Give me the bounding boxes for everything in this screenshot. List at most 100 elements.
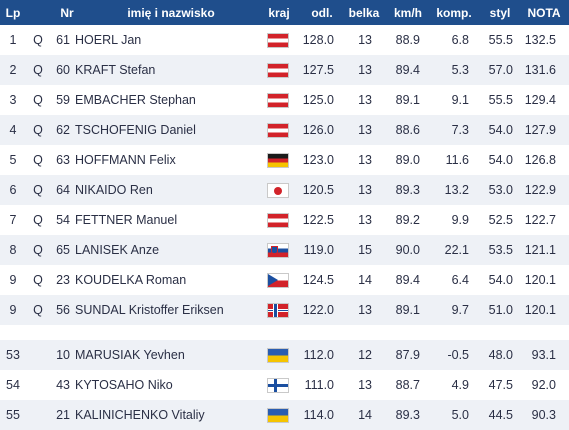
cell-distance: 114.0 xyxy=(303,408,334,422)
cell-country xyxy=(266,175,290,205)
cell-lp: 1 xyxy=(9,33,17,47)
cell-qualified: Q xyxy=(33,243,43,257)
cell-style: 44.5 xyxy=(488,408,513,422)
cell-comp: 6.8 xyxy=(451,33,469,47)
cell-country xyxy=(266,370,290,400)
cell-qualified: Q xyxy=(33,273,43,287)
cell-comp: 13.2 xyxy=(444,183,469,197)
cell-name: HOFFMANN Felix xyxy=(75,153,176,167)
header-speed: km/h xyxy=(393,5,422,20)
cell-country xyxy=(266,85,290,115)
cell-name: KRAFT Stefan xyxy=(75,63,156,77)
cell-speed: 89.3 xyxy=(395,408,420,422)
flag-aut-icon xyxy=(267,62,289,78)
cell-name: KOUDELKA Roman xyxy=(75,273,187,287)
cell-country xyxy=(266,145,290,175)
cell-name: FETTNER Manuel xyxy=(75,213,178,227)
cell-style: 54.0 xyxy=(488,123,513,137)
cell-style: 55.5 xyxy=(488,33,513,47)
cell-nr: 54 xyxy=(56,213,70,227)
cell-nr: 10 xyxy=(56,348,70,362)
cell-nota: 131.6 xyxy=(524,63,556,77)
cell-comp: 5.0 xyxy=(451,408,469,422)
cell-nota: 122.7 xyxy=(524,213,556,227)
flag-aut-icon xyxy=(267,212,289,228)
rows-top: 1 Q 61 HOERL Jan 128.0 13 88.9 6.8 55.5 … xyxy=(0,25,569,325)
flag-ger-icon xyxy=(267,152,289,168)
cell-gate: 13 xyxy=(358,303,372,317)
cell-qualified: Q xyxy=(33,123,43,137)
cell-lp: 6 xyxy=(9,183,17,197)
table-row: 3 Q 59 EMBACHER Stephan 125.0 13 89.1 9.… xyxy=(0,85,569,115)
cell-gate: 13 xyxy=(358,213,372,227)
cell-qualified: Q xyxy=(33,93,43,107)
cell-lp: 9 xyxy=(9,273,17,287)
cell-distance: 127.5 xyxy=(302,63,334,77)
cell-style: 47.5 xyxy=(488,378,513,392)
cell-qualified: Q xyxy=(33,63,43,77)
cell-name: SUNDAL Kristoffer Eriksen xyxy=(75,303,224,317)
cell-speed: 88.6 xyxy=(395,123,420,137)
cell-distance: 123.0 xyxy=(302,153,334,167)
flag-aut-icon xyxy=(267,32,289,48)
cell-nota: 127.9 xyxy=(524,123,556,137)
cell-nota: 126.8 xyxy=(524,153,556,167)
cell-lp: 8 xyxy=(9,243,17,257)
cell-lp: 53 xyxy=(6,348,20,362)
cell-gate: 13 xyxy=(358,378,372,392)
flag-nor-icon xyxy=(267,302,289,318)
table-row: 2 Q 60 KRAFT Stefan 127.5 13 89.4 5.3 57… xyxy=(0,55,569,85)
cell-lp: 54 xyxy=(6,378,20,392)
table-row: 9 Q 56 SUNDAL Kristoffer Eriksen 122.0 1… xyxy=(0,295,569,325)
cell-speed: 88.7 xyxy=(395,378,420,392)
table-row: 55 21 KALINICHENKO Vitaliy 114.0 14 89.3… xyxy=(0,400,569,430)
header-nr: Nr xyxy=(60,5,74,20)
cell-qualified xyxy=(26,370,50,400)
cell-speed: 90.0 xyxy=(395,243,420,257)
flag-aut-icon xyxy=(267,92,289,108)
cell-nota: 120.1 xyxy=(524,273,556,287)
table-row: 6 Q 64 NIKAIDO Ren 120.5 13 89.3 13.2 53… xyxy=(0,175,569,205)
cell-nota: 129.4 xyxy=(524,93,556,107)
cell-comp: 5.3 xyxy=(451,63,469,77)
table-row: 9 Q 23 KOUDELKA Roman 124.5 14 89.4 6.4 … xyxy=(0,265,569,295)
table-gap xyxy=(0,325,569,340)
cell-nr: 21 xyxy=(56,408,70,422)
header-distance: odl. xyxy=(311,5,333,20)
flag-slo-icon xyxy=(267,242,289,258)
cell-nota: 122.9 xyxy=(524,183,556,197)
header-nota: NOTA xyxy=(527,5,561,20)
cell-country xyxy=(266,205,290,235)
cell-comp: 9.1 xyxy=(451,93,469,107)
header-style: styl xyxy=(489,5,511,20)
cell-style: 53.0 xyxy=(488,183,513,197)
cell-country xyxy=(266,115,290,145)
cell-qualified: Q xyxy=(33,213,43,227)
cell-style: 48.0 xyxy=(488,348,513,362)
cell-style: 53.5 xyxy=(488,243,513,257)
table-row: 53 10 MARUSIAK Yevhen 112.0 12 87.9 -0.5… xyxy=(0,340,569,370)
cell-comp: 9.7 xyxy=(451,303,469,317)
cell-lp: 9 xyxy=(9,303,17,317)
cell-gate: 13 xyxy=(358,183,372,197)
table-row: 54 43 KYTOSAHO Niko 111.0 13 88.7 4.9 47… xyxy=(0,370,569,400)
cell-distance: 126.0 xyxy=(302,123,334,137)
cell-qualified: Q xyxy=(33,153,43,167)
cell-distance: 122.5 xyxy=(302,213,334,227)
header-name: imię i nazwisko xyxy=(127,5,215,20)
cell-style: 54.0 xyxy=(488,153,513,167)
header-gate: belka xyxy=(348,5,380,20)
cell-name: KYTOSAHO Niko xyxy=(75,378,173,392)
cell-comp: 7.3 xyxy=(451,123,469,137)
cell-lp: 55 xyxy=(6,408,20,422)
cell-name: TSCHOFENIG Daniel xyxy=(75,123,196,137)
cell-gate: 13 xyxy=(358,63,372,77)
cell-lp: 4 xyxy=(9,123,17,137)
cell-nota: 120.1 xyxy=(524,303,556,317)
cell-qualified xyxy=(26,400,50,430)
cell-country xyxy=(266,265,290,295)
cell-distance: 125.0 xyxy=(302,93,334,107)
table-row: 1 Q 61 HOERL Jan 128.0 13 88.9 6.8 55.5 … xyxy=(0,25,569,55)
cell-name: MARUSIAK Yevhen xyxy=(75,348,185,362)
